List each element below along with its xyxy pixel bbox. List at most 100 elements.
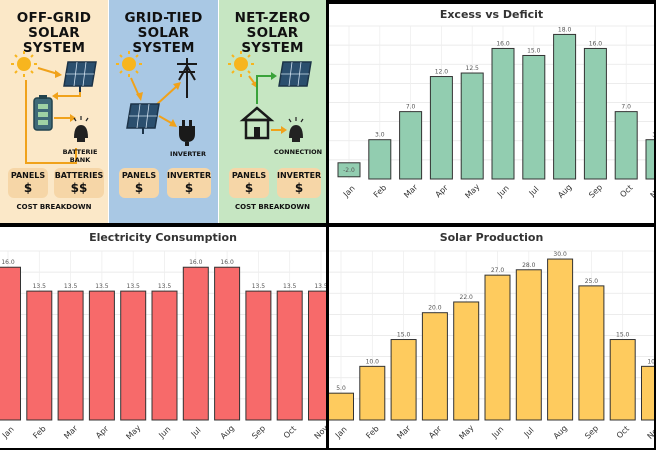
tick-label: Jan — [0, 425, 16, 441]
battery-bank-label-line2: BANK — [69, 156, 91, 164]
data-label: 16.0 — [1, 259, 15, 266]
cost-card-value: $ — [184, 181, 194, 195]
arrow-icon — [25, 80, 77, 164]
tick-label: Oct — [618, 183, 634, 199]
cost-card-label: BATTERIES — [54, 171, 104, 180]
data-label: 13.5 — [64, 283, 78, 290]
tick-label: May — [124, 423, 142, 441]
tick-label: Aug — [552, 424, 569, 441]
tick-label: Feb — [31, 424, 47, 440]
bar-may — [453, 301, 480, 421]
tick-label: Jan — [341, 184, 357, 200]
tick-label: Jun — [495, 184, 511, 200]
house-icon — [239, 106, 275, 140]
bar-feb — [368, 139, 392, 180]
cost-card-value: $ — [294, 181, 304, 195]
offgrid-column: OFF-GRID SOLAR SYSTEM — [0, 0, 108, 223]
light-bulb-icon — [73, 116, 89, 142]
data-label: 12.5 — [466, 65, 480, 72]
bar-jan — [329, 392, 354, 421]
solar-panel-icon — [278, 61, 312, 87]
bar-nov — [641, 365, 654, 421]
bar-sep — [245, 290, 272, 421]
arrow-icon — [54, 114, 76, 122]
gridtied-title-line1: GRID-TIED — [124, 10, 203, 26]
tick-label: Jul — [189, 426, 203, 440]
tick-label: Nov — [646, 423, 654, 441]
bar-feb — [359, 365, 386, 421]
data-label: 15.0 — [397, 332, 411, 339]
cost-card-value: $ — [244, 181, 254, 195]
chart-title: Solar Production — [440, 231, 544, 244]
data-label: 7.0 — [621, 104, 631, 111]
gridtied-title-line2: SOLAR SYSTEM — [132, 25, 195, 56]
bar-mar — [399, 111, 423, 180]
consumption-chart-panel: Electricity Consumption 16.0 Jan 13.5 Feb 13.… — [0, 227, 326, 448]
netzero-diagram — [228, 51, 312, 142]
cost-card-label: INVERTER — [167, 171, 212, 180]
data-label: 20.0 — [428, 305, 442, 312]
bar-jan — [0, 266, 21, 421]
chart-title: Excess vs Deficit — [440, 8, 543, 21]
netzero-title-line2: SOLAR SYSTEM — [241, 25, 304, 56]
data-label: 10.0 — [647, 358, 654, 365]
tick-label: Nov — [313, 423, 326, 441]
tick-label: Sep — [583, 424, 600, 441]
data-label: 13.5 — [314, 283, 326, 290]
tick-label: Jul — [522, 426, 536, 440]
data-label: 25.0 — [585, 278, 599, 285]
arrow-icon — [37, 67, 62, 78]
bar-aug — [547, 258, 574, 421]
bar-oct — [609, 339, 636, 421]
arrow-icon — [52, 92, 81, 100]
excess-deficit-chart-panel: Excess vs Deficit -2.0 Jan 3.0 Feb 7.0 Mar 12.0… — [329, 4, 654, 223]
arrow-icon — [248, 75, 257, 88]
cost-card-label: INVERTER — [277, 171, 322, 180]
bar-jun — [484, 274, 511, 421]
tick-label: Feb — [364, 424, 380, 440]
tick-label: Aug — [556, 183, 573, 200]
sun-icon — [228, 51, 254, 77]
tick-label: Nov — [649, 182, 654, 200]
data-label: 15.0 — [527, 47, 541, 54]
cost-card-label: PANELS — [231, 171, 267, 180]
bar-sep — [578, 285, 605, 421]
netzero-title-line1: NET-ZERO — [234, 10, 311, 26]
tick-label: Apr — [427, 424, 444, 441]
tick-label: Apr — [94, 424, 111, 441]
data-label: 10.0 — [366, 358, 380, 365]
arrow-icon — [154, 82, 181, 107]
cost-breakdown-label: COST BREAKDOWN — [234, 203, 311, 211]
cost-card-label: PANELS — [10, 171, 46, 180]
data-label: 12.0 — [435, 69, 449, 76]
bar-apr — [429, 76, 453, 180]
data-label: 22.0 — [460, 294, 474, 301]
tick-label: Jun — [156, 425, 172, 441]
data-label: 13.5 — [158, 283, 172, 290]
bar-jun — [491, 47, 515, 180]
utility-pole-icon — [177, 58, 197, 98]
data-label: 3.0 — [652, 132, 654, 139]
bar-nov — [645, 139, 654, 180]
data-label: 5.0 — [336, 385, 346, 392]
tick-label: Jul — [527, 185, 541, 199]
tick-label: Mar — [395, 423, 413, 441]
tick-label: Jan — [333, 425, 349, 441]
bar-sep — [583, 47, 607, 180]
data-label: 16.0 — [189, 259, 203, 266]
arrow-icon — [158, 115, 177, 127]
gridtied-column: GRID-TIED SOLAR SYSTEM — [109, 0, 218, 223]
tick-label: Jun — [489, 425, 505, 441]
bar-mar — [390, 339, 417, 421]
bar-aug — [553, 33, 577, 180]
battery-bank-label: BATTERIE BANK — [58, 148, 102, 164]
data-label: 13.5 — [127, 283, 141, 290]
cost-card-value: $ — [134, 181, 144, 195]
bar-jan — [337, 162, 361, 178]
tick-label: Mar — [62, 423, 80, 441]
excess-deficit-chart: Excess vs Deficit -2.0 Jan 3.0 Feb 7.0 Mar 12.0… — [329, 8, 654, 200]
data-label: 15.0 — [616, 332, 630, 339]
data-label: 7.0 — [406, 104, 416, 111]
cost-card-label: PANELS — [121, 171, 157, 180]
data-label: 18.0 — [558, 26, 572, 33]
